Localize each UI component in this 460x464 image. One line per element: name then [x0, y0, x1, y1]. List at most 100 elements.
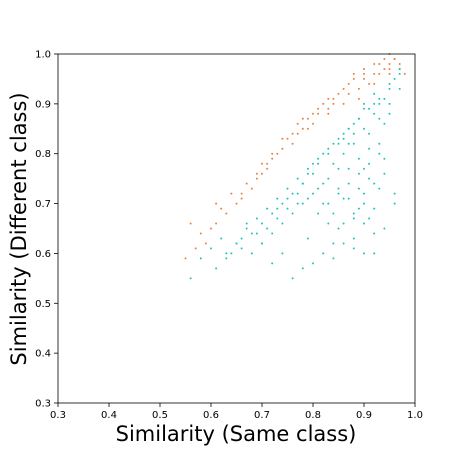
- data-point: [393, 202, 396, 205]
- data-point: [378, 152, 381, 155]
- data-point: [261, 172, 263, 175]
- data-point: [373, 72, 376, 75]
- data-point: [383, 97, 386, 100]
- data-point: [317, 157, 320, 160]
- data-point: [230, 252, 233, 255]
- data-point: [255, 172, 258, 175]
- data-point: [327, 222, 330, 225]
- data-point: [332, 162, 335, 165]
- data-point: [296, 122, 299, 125]
- data-point: [322, 102, 325, 105]
- data-point: [363, 107, 365, 110]
- data-point: [347, 167, 350, 170]
- data-point: [388, 102, 391, 105]
- data-point: [403, 72, 406, 75]
- data-point: [235, 202, 238, 205]
- data-point: [342, 242, 345, 245]
- data-point: [291, 277, 294, 280]
- data-point: [342, 87, 345, 90]
- data-point: [383, 172, 386, 175]
- data-point: [189, 222, 192, 225]
- data-point: [378, 97, 381, 100]
- data-point: [271, 152, 274, 155]
- data-point: [363, 68, 365, 70]
- data-point: [301, 182, 304, 185]
- data-point: [342, 132, 345, 135]
- data-point: [378, 63, 381, 65]
- data-point: [357, 187, 360, 190]
- data-point: [337, 192, 340, 195]
- data-point: [332, 242, 335, 245]
- data-point: [225, 212, 228, 215]
- data-point: [281, 147, 284, 150]
- data-point: [306, 127, 309, 130]
- data-point: [357, 117, 360, 120]
- data-point: [383, 227, 386, 230]
- data-point: [363, 202, 365, 205]
- data-point: [337, 142, 340, 145]
- data-point: [378, 102, 381, 105]
- data-point: [306, 117, 309, 120]
- data-point: [306, 197, 309, 200]
- data-point: [199, 232, 202, 235]
- data-point: [363, 102, 365, 105]
- data-point: [363, 77, 365, 80]
- data-point: [266, 167, 269, 170]
- data-point: [301, 117, 304, 120]
- data-point: [276, 207, 279, 210]
- data-point: [357, 87, 360, 90]
- data-point: [276, 152, 279, 155]
- data-point: [332, 142, 335, 145]
- data-point: [373, 82, 376, 85]
- data-point: [388, 87, 391, 90]
- data-point: [250, 232, 253, 235]
- data-point: [352, 142, 355, 145]
- data-point: [337, 167, 340, 170]
- data-point: [210, 247, 212, 250]
- data-point: [388, 82, 391, 85]
- data-point: [388, 72, 391, 75]
- data-point: [357, 157, 360, 160]
- series-teal: [189, 68, 401, 280]
- data-point: [255, 217, 258, 220]
- data-point: [189, 277, 192, 280]
- data-point: [352, 122, 355, 125]
- y-tick-label: 1.0: [35, 50, 51, 61]
- data-point: [368, 147, 371, 150]
- data-point: [368, 132, 371, 135]
- points-layer: [184, 53, 406, 280]
- data-point: [306, 237, 309, 240]
- x-tick-label: 0.4: [101, 410, 117, 421]
- data-point: [199, 257, 202, 260]
- data-point: [312, 172, 314, 175]
- data-point: [393, 192, 396, 195]
- y-tick-label: 0.8: [35, 149, 51, 160]
- x-tick-label: 0.9: [356, 410, 372, 421]
- data-point: [383, 58, 386, 60]
- data-point: [286, 187, 289, 190]
- data-point: [266, 162, 269, 165]
- data-point: [322, 252, 325, 255]
- data-point: [240, 237, 243, 240]
- data-point: [286, 207, 289, 210]
- data-point: [373, 92, 376, 95]
- data-point: [378, 142, 381, 145]
- data-point: [363, 252, 365, 255]
- data-point: [347, 92, 350, 95]
- data-point: [398, 87, 401, 90]
- data-point: [240, 192, 243, 195]
- data-point: [296, 202, 299, 205]
- data-point: [301, 202, 304, 205]
- data-point: [312, 122, 314, 125]
- data-point: [276, 217, 279, 220]
- data-point: [306, 167, 309, 170]
- data-point: [281, 202, 284, 205]
- data-point: [271, 212, 274, 215]
- data-point: [281, 222, 284, 225]
- data-point: [352, 217, 355, 220]
- data-point: [378, 117, 381, 120]
- data-point: [322, 152, 325, 155]
- data-point: [296, 177, 299, 180]
